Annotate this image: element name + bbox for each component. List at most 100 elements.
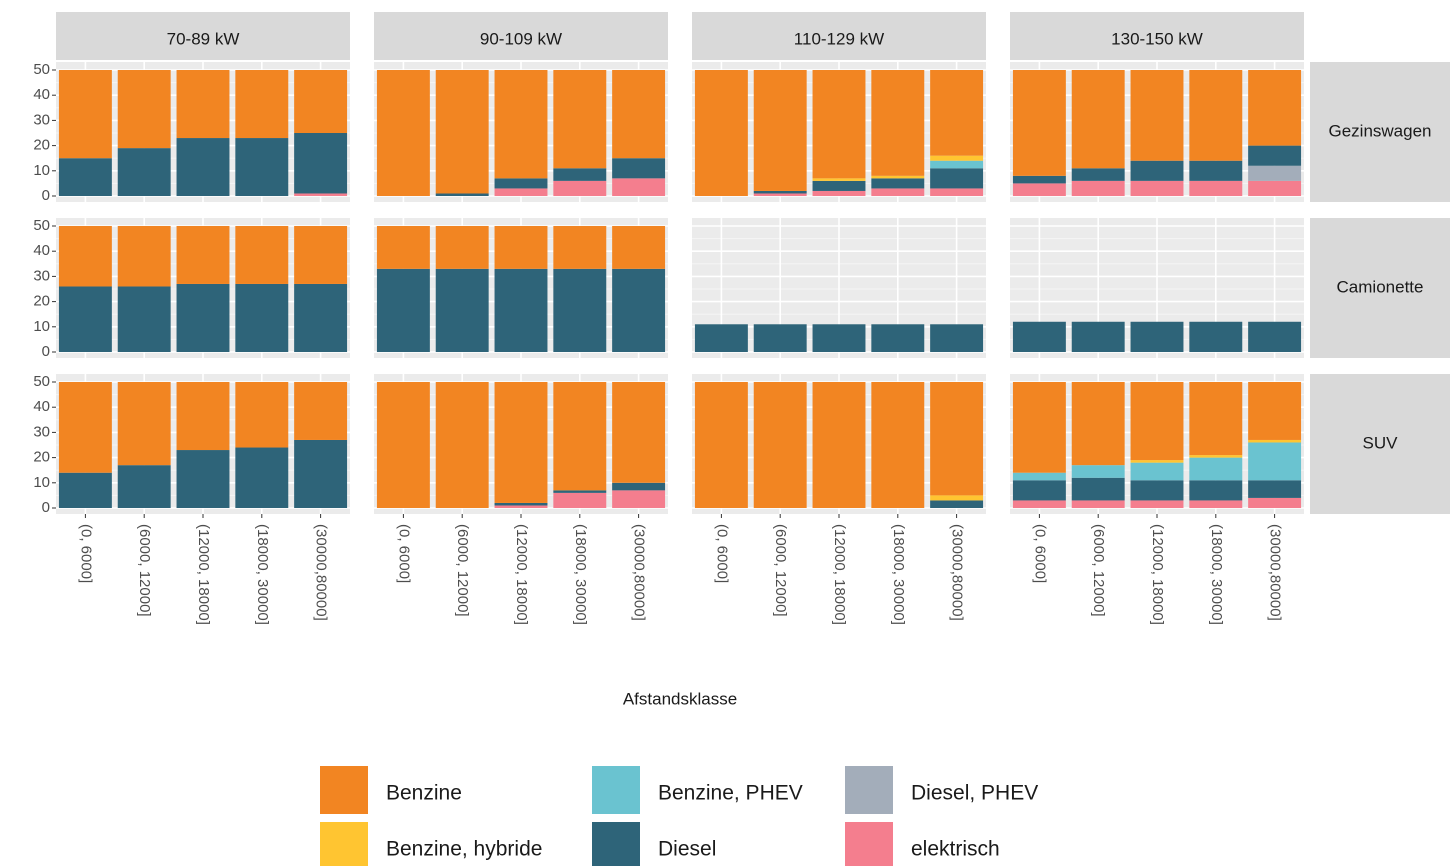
x-tick-label: (12000, 18000] [831,524,848,625]
column-strip-label: 70-89 kW [167,29,240,48]
x-tick-label: (0, 6000] [713,524,730,583]
bar-segment [871,188,925,196]
column-strip-label: 130-150 kW [1111,29,1203,48]
bar-segment [1071,321,1125,352]
bar-segment [812,382,866,508]
bar-segment [1248,497,1302,508]
bar-segment [930,382,984,496]
bar-segment [1130,160,1184,181]
bar-segment [694,70,748,196]
y-tick-label: 50 [33,373,50,390]
y-tick-label: 20 [33,137,50,154]
legend-key [592,766,640,814]
y-tick-label: 40 [33,86,50,103]
bar-segment [1071,382,1125,466]
bar-segment [553,168,607,181]
bar-segment [694,324,748,352]
column-strip [56,12,350,60]
bar-segment [930,324,984,352]
bar-segment [494,502,548,506]
bar-segment [612,382,666,483]
bar-segment [1189,382,1243,456]
x-tick-label: (6000, 12000] [454,524,471,617]
legend-label: elektrisch [911,838,1000,861]
bar-segment [58,382,112,473]
legend-key [320,766,368,814]
x-tick-label: (18000, 30000] [1208,524,1225,625]
bar-segment [612,226,666,269]
bar-segment [1012,480,1066,501]
bar-segment [235,138,289,196]
bar-segment [1189,321,1243,352]
bar-segment [294,70,348,133]
y-tick-label: 30 [33,111,50,128]
bar-segment [117,465,171,508]
bar-segment [753,382,807,508]
bar-segment [1012,175,1066,184]
bar-segment [58,70,112,159]
bar-segment [871,178,925,189]
bar-segment [753,193,807,196]
bar-segment [694,382,748,508]
bar-segment [117,148,171,196]
bar-segment [494,188,548,196]
bar-segment [494,382,548,503]
bar-segment [1130,180,1184,196]
legend-key [592,822,640,866]
bar-segment [1012,382,1066,473]
bar-segment [376,382,430,508]
bar-segment [294,382,348,440]
y-tick-label: 0 [42,499,50,516]
x-tick-label: (6000, 12000] [1090,524,1107,617]
bar-segment [812,70,866,179]
bar-segment [294,283,348,352]
bar-segment [176,283,230,352]
bar-segment [376,268,430,352]
bar-segment [117,382,171,466]
bar-segment [176,138,230,196]
bar-segment [1071,180,1125,196]
bar-segment [435,382,489,508]
bar-segment [1071,70,1125,169]
legend-label: Diesel, PHEV [911,782,1038,805]
x-tick-label: (30000,80000] [949,524,966,621]
bar-segment [930,500,984,508]
y-tick-label: 0 [42,187,50,204]
x-tick-label: (0, 6000] [77,524,94,583]
bar-segment [553,180,607,196]
bar-segment [494,178,548,189]
bar-segment [1248,165,1302,181]
bar-segment [294,193,348,196]
legend-label: Benzine [386,782,462,805]
bar-segment [435,70,489,194]
bar-segment [494,226,548,269]
bar-segment [1189,455,1243,458]
bar-segment [1071,168,1125,181]
legend-key [845,822,893,866]
bar-segment [117,226,171,287]
y-tick-label: 50 [33,61,50,78]
bar-segment [612,158,666,179]
bar-segment [1130,382,1184,461]
bar-segment [871,70,925,176]
bar-segment [930,160,984,169]
bar-segment [1130,480,1184,501]
bar-segment [812,324,866,352]
bar-segment [1071,477,1125,501]
bar-segment [1130,500,1184,508]
x-tick-label: (18000, 30000] [254,524,271,625]
bar-segment [435,268,489,352]
bar-segment [553,70,607,169]
bar-segment [812,180,866,191]
bar-segment [1071,465,1125,478]
bar-segment [294,439,348,508]
bar-segment [176,226,230,284]
bar-segment [1012,500,1066,508]
x-axis-title: Afstandsklasse [623,689,737,708]
bar-segment [176,70,230,139]
y-tick-label: 10 [33,474,50,491]
bar-segment [871,175,925,179]
bar-segment [1189,500,1243,508]
bar-segment [294,133,348,194]
